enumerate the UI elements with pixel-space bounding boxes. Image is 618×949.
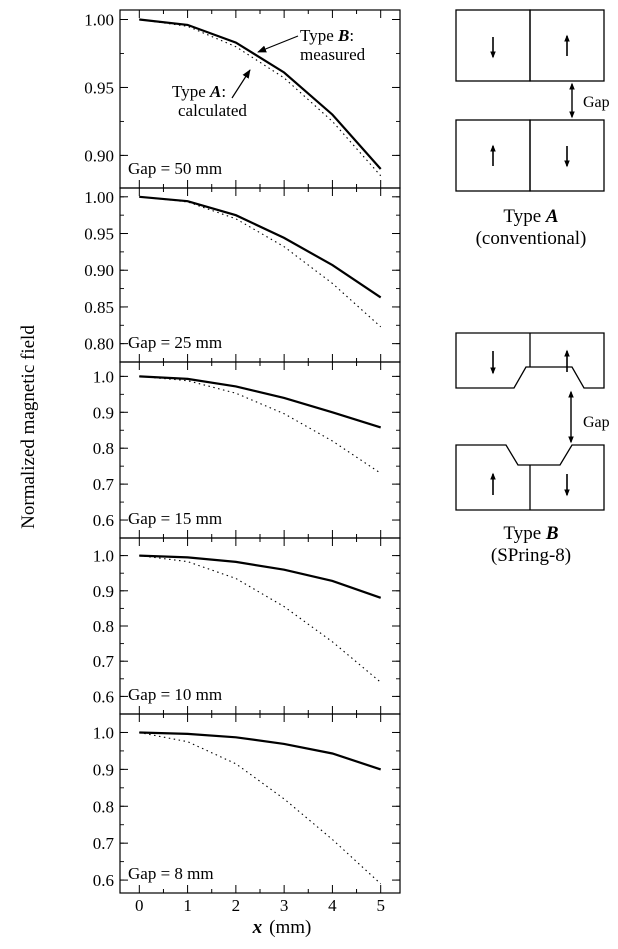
y-tick-label: 0.90: [84, 146, 114, 165]
series-line-type-a-calculated: [139, 196, 382, 328]
y-tick-label: 0.6: [93, 511, 114, 530]
y-tick-label: 0.6: [93, 871, 114, 890]
series-line-type-b-measured: [139, 195, 382, 299]
type-b-lower-magnet: [455, 444, 605, 511]
type-a-upper-magnet-right: [529, 9, 605, 82]
x-axis-variable: x: [252, 917, 263, 938]
y-axis-label: Normalized magnetic field: [18, 325, 39, 529]
type-a-title: Type A: [503, 206, 558, 227]
x-tick-labels: 0 1 2 3 4 5: [135, 896, 385, 915]
series-line-type-a-calculated: [139, 731, 382, 885]
type-a-gap-label: Gap: [583, 94, 610, 111]
y-tick-label: 0.95: [84, 225, 114, 244]
series-line-type-a-calculated: [139, 375, 382, 474]
y-tick-label: 1.00: [84, 188, 114, 207]
y-tick-label: 0.8: [93, 617, 114, 636]
type-b-upper-magnet: [455, 332, 605, 389]
panel-3: 1.0 0.9 0.8 0.7 0.6 Gap = 15 mm: [93, 361, 401, 539]
type-b-gap-label: Gap: [583, 414, 610, 431]
series-line-type-b-measured: [139, 375, 382, 429]
panel-5: 1.0 0.9 0.8 0.7 0.6 Gap = 8 mm: [93, 713, 401, 894]
panel-gap-label: Gap = 8 mm: [128, 864, 214, 883]
y-tick-label: 0.9: [93, 582, 114, 601]
x-axis-unit: (mm): [269, 917, 311, 938]
y-tick-label: 0.8: [93, 797, 114, 816]
x-tick-label: 5: [376, 896, 385, 915]
y-tick-label: 1.00: [84, 11, 114, 30]
type-a-lower-magnet-right: [529, 119, 605, 192]
y-tick-label: 0.9: [93, 403, 114, 422]
y-tick-label: 0.7: [93, 652, 115, 671]
annotation-type-a-line1: Type A:: [172, 82, 226, 101]
type-a-caption: (conventional): [476, 228, 587, 249]
series-line-type-b-measured: [139, 554, 382, 599]
panel-4: 1.0 0.9 0.8 0.7 0.6 Gap = 10 mm: [93, 537, 401, 715]
type-b-caption: (SPring-8): [491, 545, 571, 566]
panel-gap-label: Gap = 25 mm: [128, 333, 222, 352]
y-tick-label: 0.80: [84, 335, 114, 354]
series-line-type-a-calculated: [139, 18, 382, 177]
y-tick-label: 0.6: [93, 687, 114, 706]
series-line-type-a-calculated: [139, 555, 382, 683]
annotation-type-a-arrow: [231, 69, 251, 99]
annotation-type-b-arrow: [257, 35, 299, 53]
y-tick-label: 1.0: [93, 723, 114, 742]
y-tick-label: 0.7: [93, 834, 115, 853]
annotations: Type B: measured Type A: calculated: [172, 26, 366, 120]
x-axis-label: x (mm): [252, 917, 312, 938]
panel-gap-label: Gap = 10 mm: [128, 685, 222, 704]
x-tick-label: 0: [135, 896, 144, 915]
y-tick-label: 1.0: [93, 547, 114, 566]
annotation-type-b-line2: measured: [300, 45, 366, 64]
annotation-type-b-line1: Type B:: [300, 26, 354, 45]
diagram-type-b: Gap Type B (SPring-8): [455, 332, 610, 566]
panel-1: 1.00 0.95 0.90 Gap = 50 mm: [84, 9, 401, 189]
y-tick-label: 0.7: [93, 475, 115, 494]
y-tick-label: 0.85: [84, 298, 114, 317]
diagram-type-a: Gap Type A (conventional): [455, 9, 610, 249]
series-line-type-b-measured: [139, 731, 382, 771]
series-line-type-b-measured: [139, 18, 382, 170]
y-tick-label: 0.9: [93, 760, 114, 779]
y-tick-label: 0.90: [84, 261, 114, 280]
x-tick-label: 1: [183, 896, 192, 915]
y-tick-label: 0.8: [93, 439, 114, 458]
panel-gap-label: Gap = 15 mm: [128, 509, 222, 528]
panel-gap-label: Gap = 50 mm: [128, 159, 222, 178]
y-tick-label: 1.0: [93, 367, 114, 386]
x-tick-label: 3: [280, 896, 289, 915]
type-b-title: Type B: [503, 523, 558, 544]
x-tick-label: 4: [328, 896, 337, 915]
annotation-type-a-line2: calculated: [178, 101, 247, 120]
panel-2: 1.00 0.95 0.90 0.85 0.80 Gap = 25 mm: [84, 187, 401, 363]
y-tick-label: 0.95: [84, 78, 114, 97]
x-tick-label: 2: [232, 896, 241, 915]
